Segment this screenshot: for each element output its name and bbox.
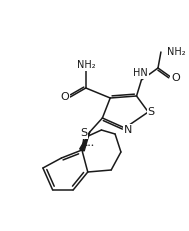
- Text: S: S: [80, 128, 88, 138]
- Text: S: S: [148, 107, 155, 117]
- Text: O: O: [171, 73, 180, 83]
- Text: •••: •••: [84, 143, 94, 148]
- Text: NH₂: NH₂: [77, 60, 95, 70]
- Text: O: O: [60, 92, 69, 102]
- Text: HN: HN: [133, 68, 148, 78]
- Text: NH₂: NH₂: [167, 47, 185, 57]
- Text: N: N: [124, 125, 132, 135]
- Polygon shape: [80, 132, 90, 151]
